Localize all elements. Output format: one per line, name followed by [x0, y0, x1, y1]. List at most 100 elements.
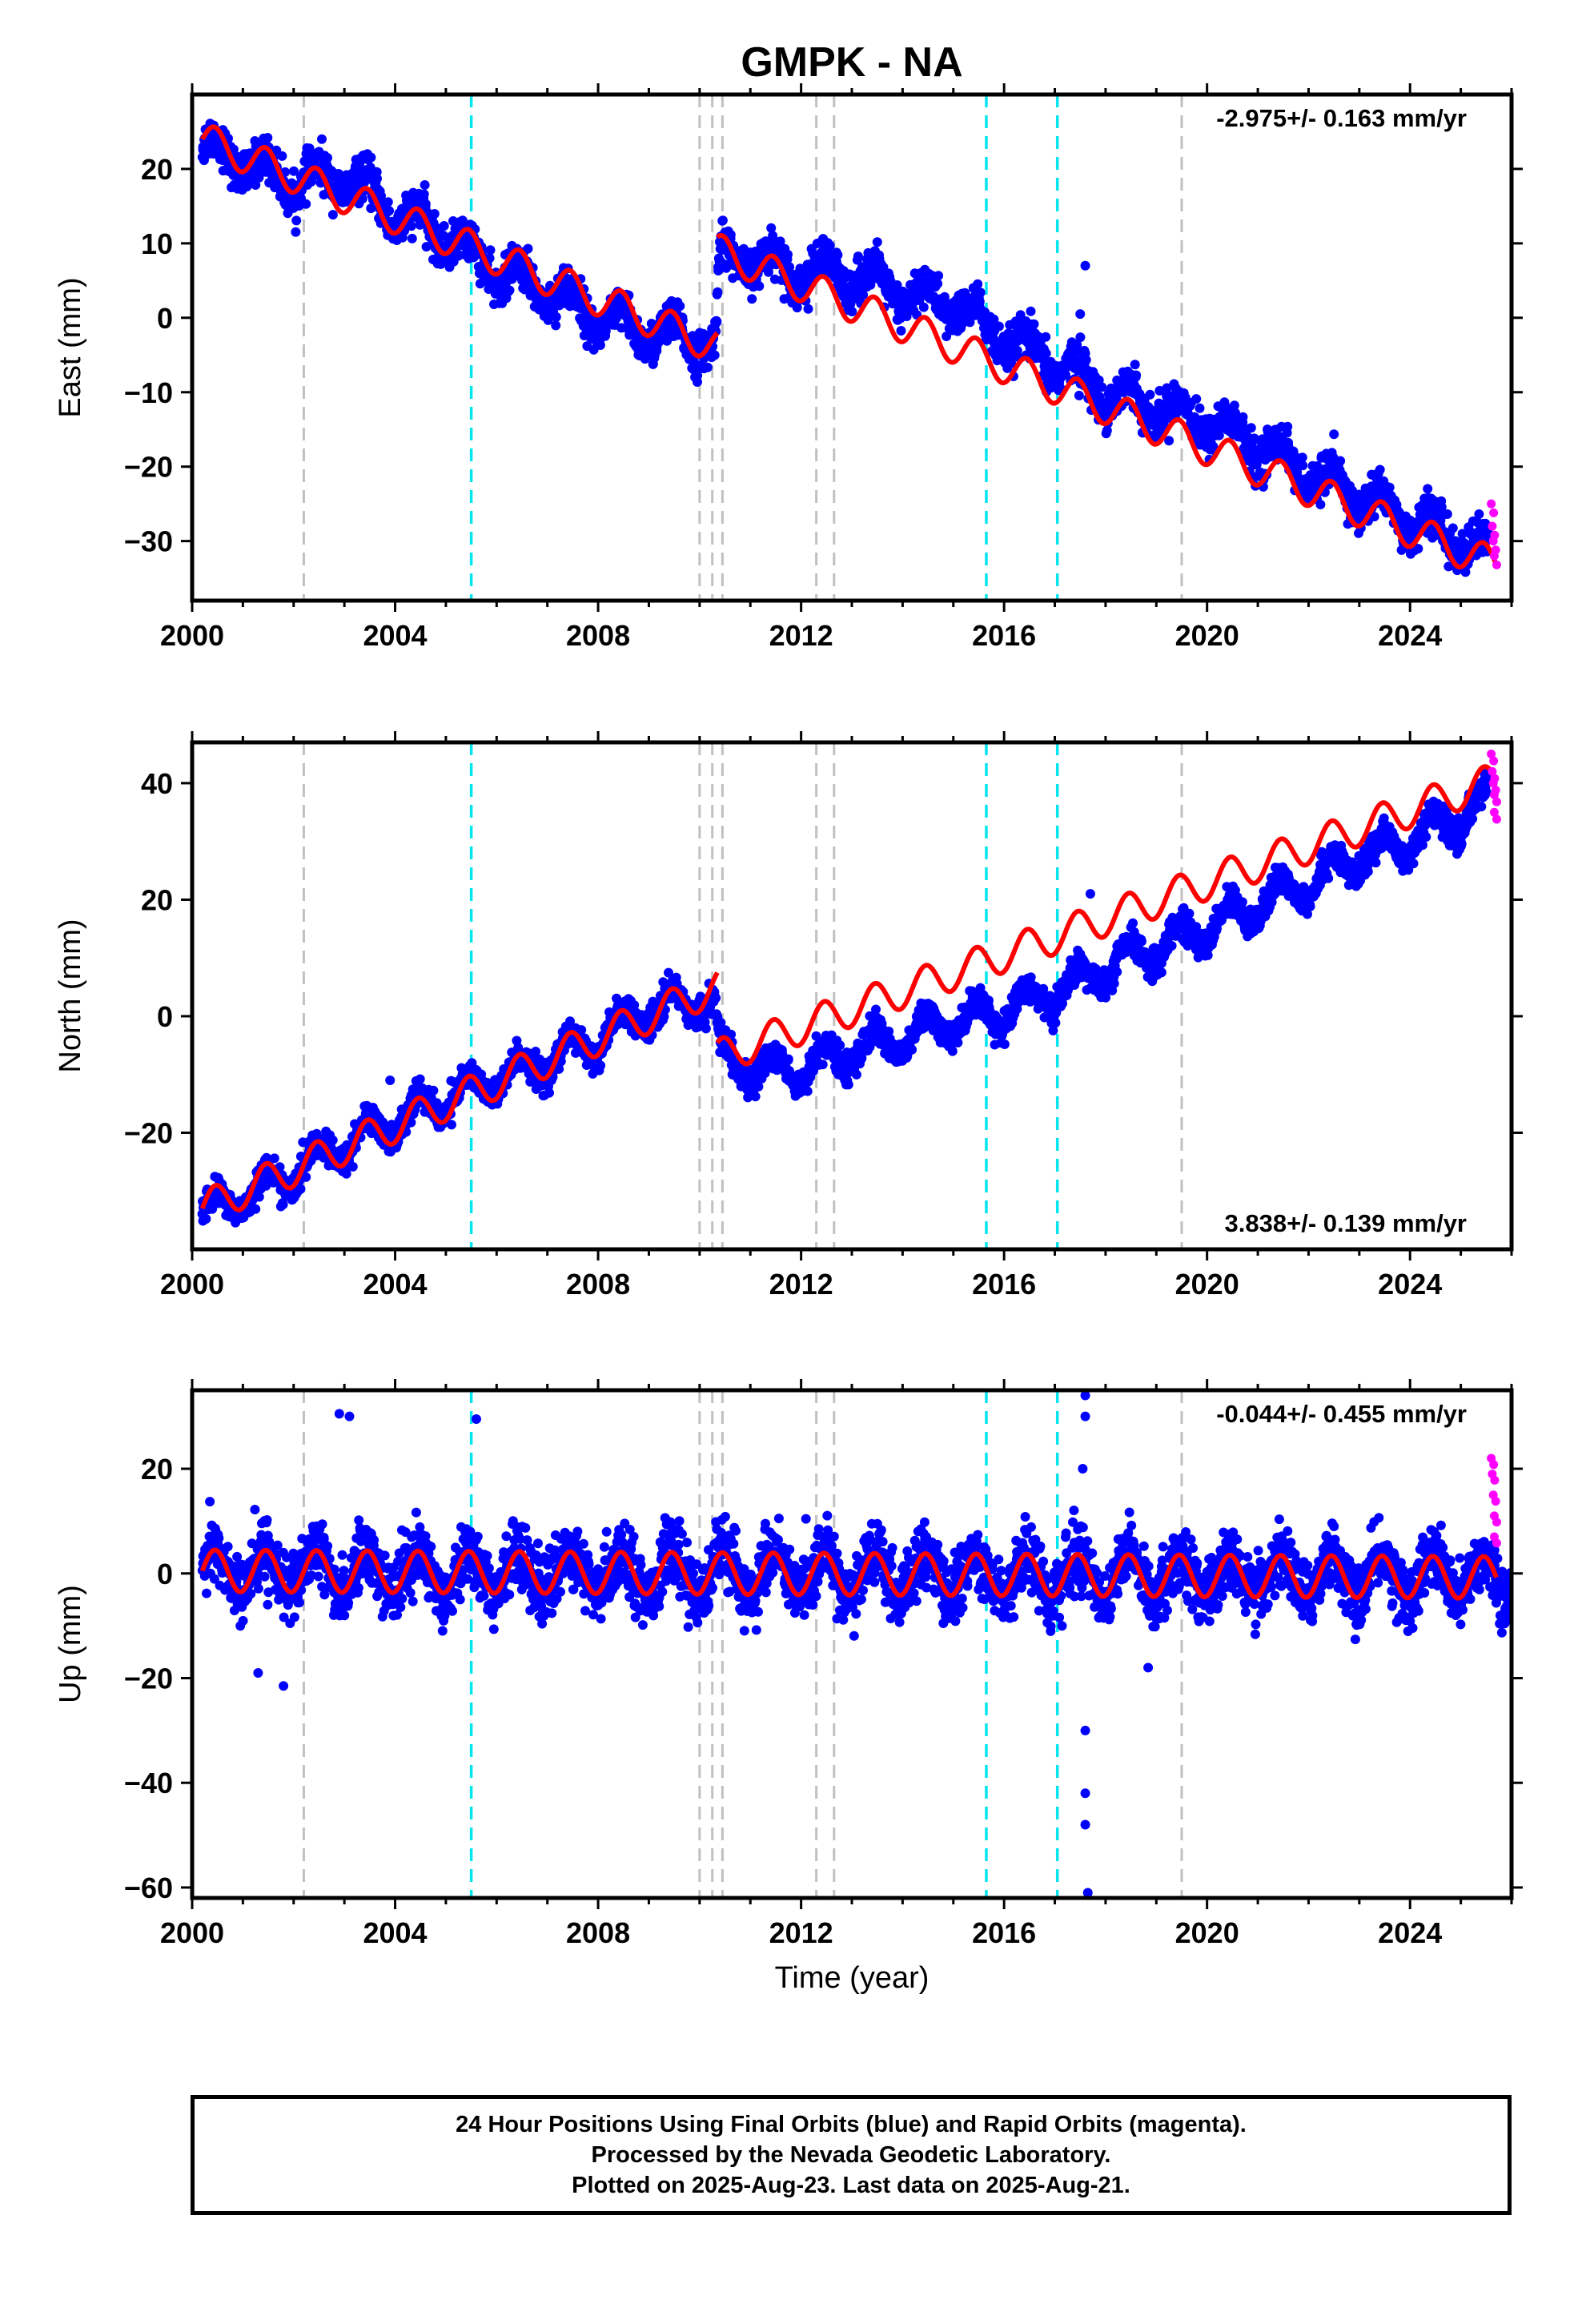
final-orbit-point: [544, 1088, 554, 1098]
plot-frame: [190, 92, 1514, 603]
final-orbit-point: [447, 1120, 456, 1130]
final-orbit-point: [1130, 360, 1140, 370]
final-orbit-point: [843, 1080, 853, 1090]
rapid-orbit-point: [1492, 560, 1501, 569]
final-orbit-point: [701, 1023, 711, 1034]
final-orbit-point: [457, 215, 468, 226]
final-orbit-point: [1145, 389, 1155, 400]
final-orbit-point: [851, 1069, 861, 1080]
final-orbit-point: [975, 287, 986, 298]
x-tick-label: 2004: [363, 619, 427, 652]
final-orbit-point: [965, 317, 975, 328]
final-orbit-point: [366, 152, 376, 163]
final-orbit-point: [974, 296, 985, 307]
final-orbit-point: [792, 303, 802, 313]
final-orbit-point: [439, 231, 448, 241]
final-orbit-point: [1335, 456, 1346, 466]
final-orbit-point: [858, 290, 869, 300]
final-orbit-point: [1041, 332, 1051, 342]
final-orbit-point: [407, 233, 417, 243]
final-orbit-point: [1423, 484, 1433, 494]
panel-north: 2000 2004 2008 2012 2016 2020 202440200−20Nort…: [54, 731, 1523, 1301]
final-orbit-point: [747, 294, 757, 304]
final-orbit-point: [1214, 430, 1224, 440]
y-tick-label: −20: [124, 451, 173, 484]
final-orbit-point: [366, 203, 376, 214]
final-orbit-point: [428, 1085, 439, 1096]
final-orbit-point: [835, 1040, 845, 1051]
final-orbit-point: [551, 312, 561, 322]
final-orbit-point: [1191, 394, 1202, 404]
final-orbit-point: [847, 307, 857, 317]
final-orbit-point: [1298, 460, 1308, 471]
final-orbit-point: [1072, 340, 1082, 350]
final-orbit-point: [291, 227, 301, 237]
outlier-point: [1080, 260, 1090, 271]
final-orbit-point: [1283, 421, 1293, 432]
final-orbit-point: [675, 301, 685, 312]
final-orbit-point: [711, 993, 721, 1003]
final-orbit-point: [1131, 370, 1142, 380]
final-orbit-point: [766, 223, 777, 233]
panel-east: 2000 2004 2008 2012 2016 2020 202420100−10−20−…: [54, 83, 1523, 652]
final-orbit-point: [485, 245, 496, 255]
final-orbit-point: [725, 230, 736, 240]
final-orbit-point: [1375, 464, 1385, 475]
final-orbit-point: [277, 151, 287, 161]
final-orbit-point: [228, 144, 239, 155]
final-orbit-point: [1229, 400, 1239, 411]
final-orbit-point: [384, 206, 395, 216]
x-tick-label: 2000: [160, 619, 224, 652]
final-orbit-point: [317, 134, 327, 144]
final-orbit-point: [783, 249, 793, 259]
final-orbit-point: [439, 221, 449, 231]
final-orbit-point: [327, 210, 338, 220]
final-orbit-point: [429, 209, 440, 219]
rate-label: -2.975+/- 0.163 mm/yr: [1216, 104, 1467, 132]
final-orbit-point: [415, 1074, 425, 1084]
final-orbit-point: [1164, 436, 1174, 446]
final-orbit-point: [1154, 385, 1165, 396]
final-orbit-point: [383, 197, 393, 207]
final-orbit-point: [263, 133, 273, 143]
final-orbit-point: [802, 1086, 813, 1096]
final-orbit-point: [1246, 423, 1256, 433]
final-orbit-point: [251, 1204, 261, 1214]
final-orbit-point: [291, 215, 302, 226]
final-orbit-point: [421, 242, 432, 252]
final-orbit-point: [595, 340, 605, 350]
final-orbit-point: [1447, 523, 1458, 533]
y-tick-label: 10: [141, 227, 173, 260]
final-orbit-point: [702, 362, 713, 372]
final-orbit-point: [341, 1168, 351, 1179]
x-tick-label: 2012: [769, 619, 833, 652]
plot-area: [197, 742, 1501, 1249]
rapid-orbit-point: [1487, 499, 1496, 509]
final-orbit-point: [934, 271, 944, 281]
rapid-orbit-point: [1489, 551, 1499, 561]
final-orbit-point: [817, 1059, 828, 1070]
final-orbits-points: [197, 769, 1493, 1228]
final-orbit-point: [1315, 500, 1326, 509]
final-orbit-point: [420, 199, 431, 209]
final-orbit-point: [872, 237, 882, 247]
final-orbit-point: [523, 243, 533, 254]
final-orbit-point: [994, 321, 1004, 332]
final-orbit-point: [323, 153, 332, 163]
final-orbit-point: [853, 251, 863, 262]
final-orbit-point: [1075, 332, 1086, 343]
final-orbit-point: [406, 221, 416, 231]
final-orbit-point: [327, 1135, 338, 1145]
final-orbit-point: [896, 326, 906, 336]
final-orbit-point: [973, 279, 983, 289]
final-orbit-point: [357, 194, 367, 204]
final-orbit-point: [301, 199, 311, 209]
rapid-orbit-point: [1489, 508, 1499, 517]
final-orbit-point: [201, 1214, 211, 1224]
chart-title: GMPK - NA: [741, 39, 962, 86]
rapid-orbit-point: [1488, 521, 1497, 531]
final-orbit-point: [420, 180, 430, 190]
final-orbits-points: [197, 119, 1494, 577]
final-orbit-point: [717, 215, 728, 226]
